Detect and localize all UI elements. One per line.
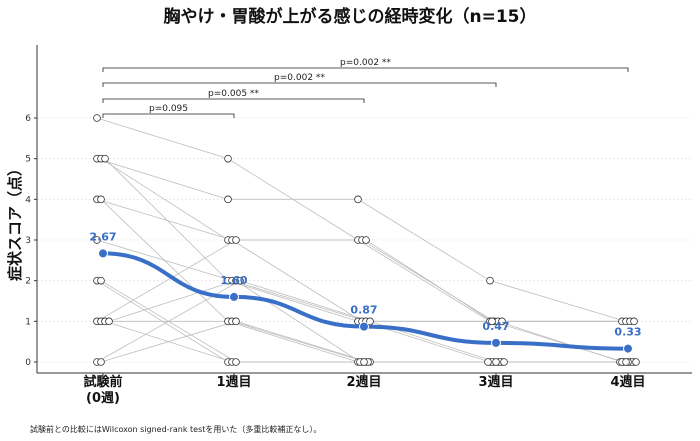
y-tick-label: 3 xyxy=(25,236,31,246)
mean-point xyxy=(229,291,239,302)
bracket-line xyxy=(102,113,235,118)
individual-point xyxy=(354,195,362,204)
individual-point xyxy=(97,195,105,204)
individual-point xyxy=(93,236,101,244)
individual-point xyxy=(498,317,506,326)
individual-point xyxy=(362,236,370,244)
mean-point xyxy=(98,248,108,259)
mean-point xyxy=(623,343,633,354)
individual-point xyxy=(630,317,638,326)
individual-point xyxy=(484,358,492,366)
significance-brackets: p=0.095 p=0.005 ** p=0.002 ** p=0.002 ** xyxy=(102,58,629,118)
y-tick-label: 1 xyxy=(25,317,31,327)
individual-point xyxy=(97,276,105,285)
mean-series: 2.67 1.60 0.87 0.47 0.33 xyxy=(89,230,642,354)
chart-title: 胸やけ・胃酸が上がる感じの経時変化（n=15） xyxy=(163,6,536,27)
axes xyxy=(34,45,692,377)
y-tick-label: 4 xyxy=(25,195,31,205)
y-tick-label: 0 xyxy=(25,358,31,368)
x-tick-label: 1週目 xyxy=(216,375,251,390)
mean-value-label: 0.33 xyxy=(614,326,641,339)
mean-line xyxy=(101,251,630,351)
individual-point xyxy=(486,276,494,285)
bracket-line xyxy=(102,67,629,72)
individual-point xyxy=(101,154,109,163)
mean-value-label: 0.47 xyxy=(482,320,509,333)
individual-point xyxy=(224,195,232,204)
y-axis-label: 症状スコア（点） xyxy=(6,161,24,281)
footnote: 試験前との比較にはWilcoxon signed-rank testを用いた（多… xyxy=(30,424,321,434)
individual-point xyxy=(500,358,508,366)
individual-point xyxy=(492,358,500,366)
x-tick-label: (0週) xyxy=(86,391,120,406)
individual-point xyxy=(622,358,630,366)
individual-point xyxy=(236,276,244,285)
x-tick-label: 試験前 xyxy=(83,374,122,390)
individual-line xyxy=(96,117,622,322)
y-tick-label: 2 xyxy=(25,277,31,287)
x-tick-label: 2週目 xyxy=(346,375,381,390)
individual-point xyxy=(224,154,232,163)
bracket-line xyxy=(102,82,497,87)
mean-point xyxy=(491,337,501,348)
individual-point xyxy=(232,236,240,244)
bracket-label: p=0.005 ** xyxy=(208,89,259,99)
individual-point xyxy=(488,317,496,326)
x-tick-label: 4週目 xyxy=(610,375,645,390)
mean-value-label: 0.87 xyxy=(350,304,377,317)
individual-point xyxy=(93,114,101,122)
bracket-label: p=0.002 ** xyxy=(274,73,325,83)
mean-point xyxy=(359,321,369,332)
individual-point xyxy=(232,317,240,326)
bracket-line xyxy=(102,98,365,103)
individual-point xyxy=(632,358,640,366)
mean-value-label: 1.60 xyxy=(220,274,247,287)
y-tick-label: 5 xyxy=(25,155,31,165)
individual-points xyxy=(93,114,640,366)
individual-point xyxy=(97,358,105,366)
bracket-label: p=0.095 xyxy=(149,104,188,114)
bracket-label: p=0.002 ** xyxy=(340,58,391,68)
individual-point xyxy=(360,358,368,366)
x-tick-labels: 試験前(0週) 1週目 2週目 3週目 4週目 xyxy=(83,374,645,406)
mean-value-label: 2.67 xyxy=(89,230,116,243)
y-tick-labels: 0 1 2 3 4 5 6 xyxy=(25,114,31,368)
individual-point xyxy=(232,358,240,366)
individual-point xyxy=(105,317,113,326)
x-tick-label: 3週目 xyxy=(478,375,513,390)
y-tick-label: 6 xyxy=(25,114,31,124)
